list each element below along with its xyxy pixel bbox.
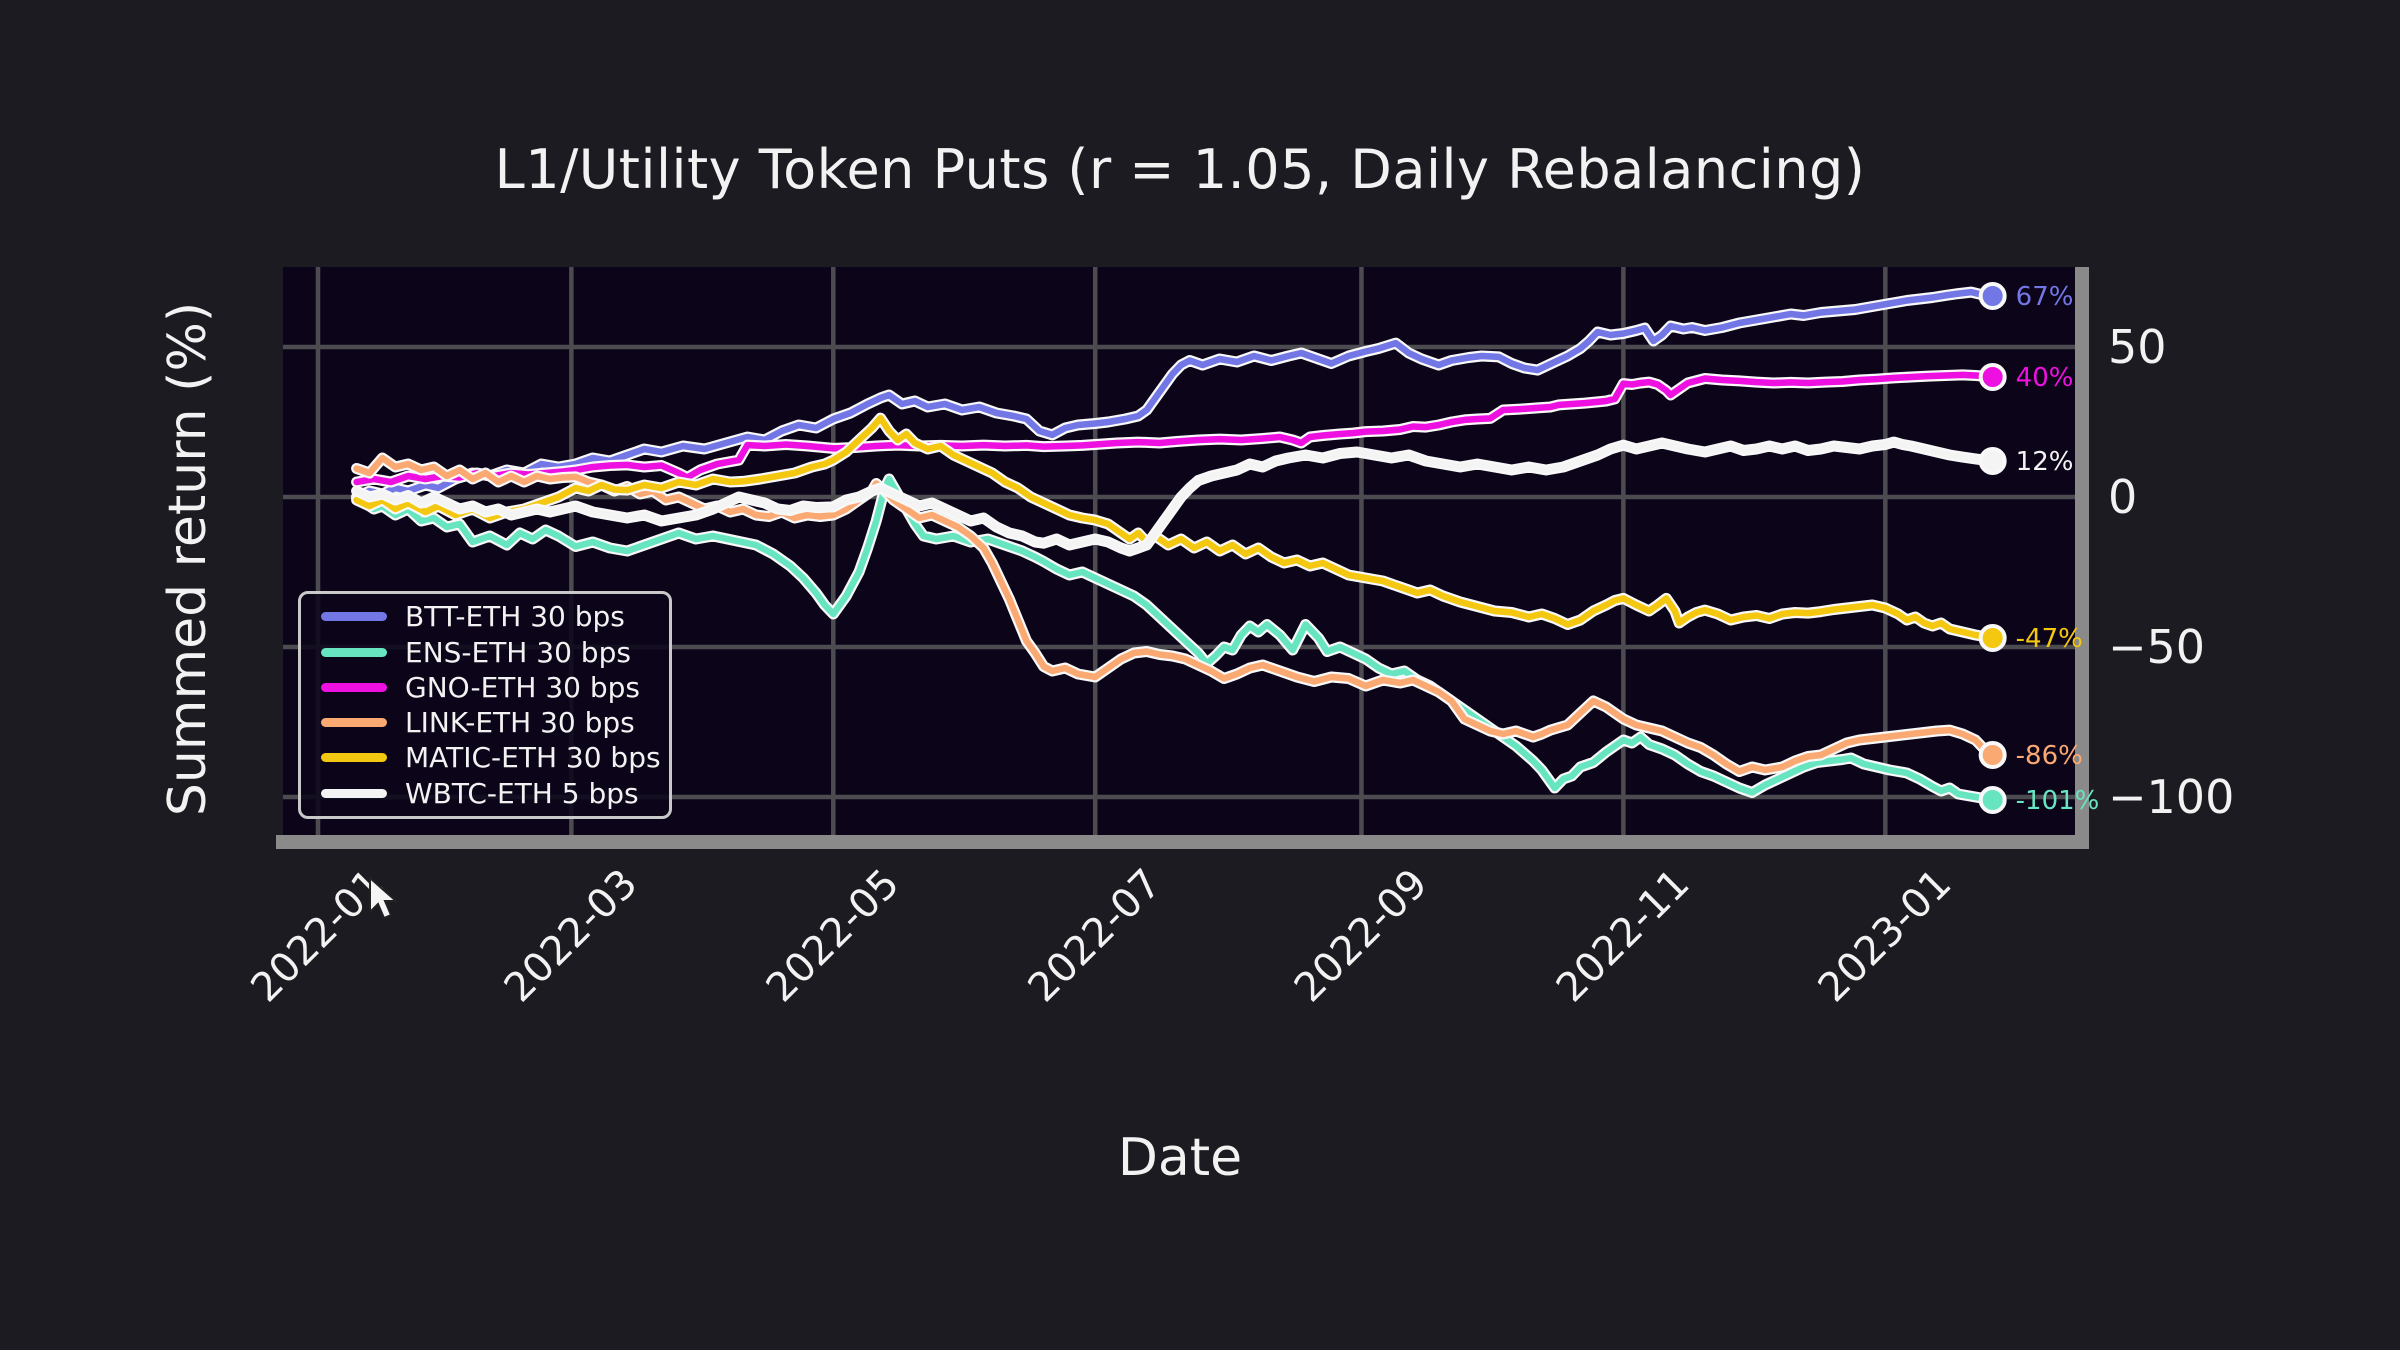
x-axis-label: Date (1117, 1128, 1243, 1188)
y-axis-label: Summed return (%) (158, 301, 218, 817)
series-line-ENS-ETH 30 bps (353, 475, 1996, 804)
end-label-WBTC-ETH 5 bps: 12% (2016, 447, 2074, 477)
end-marker-LINK-ETH 30 bps (1978, 741, 2007, 769)
legend-item-ENS-ETH 30 bps: ENS-ETH 30 bps (301, 636, 669, 669)
end-marker-BTT-ETH 30 bps (1978, 282, 2007, 310)
y-tick-label-50: 50 (2108, 320, 2167, 374)
legend-swatch-ENS-ETH 30 bps (321, 647, 387, 657)
legend-item-LINK-ETH 30 bps: LINK-ETH 30 bps (301, 706, 669, 739)
y-tick-label--50: −50 (2108, 620, 2205, 674)
legend-label: MATIC-ETH 30 bps (405, 741, 661, 775)
end-label-MATIC-ETH 30 bps: -47% (2016, 624, 2083, 654)
end-marker-WBTC-ETH 5 bps (1978, 447, 2007, 475)
x-tick-label-2023-01: 2023-01 (1810, 861, 1961, 1012)
legend-label: LINK-ETH 30 bps (405, 706, 635, 740)
x-tick-label-2022-03: 2022-03 (496, 861, 647, 1012)
x-tick-label-2022-07: 2022-07 (1020, 861, 1171, 1012)
y-tick-label--100: −100 (2108, 770, 2234, 824)
y-tick-label-0: 0 (2108, 470, 2137, 524)
legend-swatch-BTT-ETH 30 bps (321, 612, 387, 622)
chart-title: L1/Utility Token Puts (r = 1.05, Daily R… (494, 138, 1866, 201)
x-tick-label-2022-11: 2022-11 (1548, 861, 1699, 1012)
series-line-GNO-ETH 30 bps (353, 371, 1996, 486)
mouse-cursor (369, 875, 399, 920)
legend-label: WBTC-ETH 5 bps (405, 776, 639, 810)
series-lines (351, 286, 1999, 806)
right-spine (2075, 267, 2089, 849)
bottom-spine (276, 835, 2089, 849)
legend-item-WBTC-ETH 5 bps: WBTC-ETH 5 bps (301, 777, 669, 810)
legend-swatch-GNO-ETH 30 bps (321, 682, 387, 692)
legend-label: BTT-ETH 30 bps (405, 600, 625, 634)
legend-swatch-LINK-ETH 30 bps (321, 718, 387, 728)
end-label-BTT-ETH 30 bps: 67% (2016, 282, 2074, 312)
end-label-LINK-ETH 30 bps: -86% (2016, 741, 2083, 771)
series-line-WBTC-ETH 5 bps (353, 438, 1996, 555)
legend-swatch-MATIC-ETH 30 bps (321, 753, 387, 763)
legend-label: GNO-ETH 30 bps (405, 670, 640, 704)
legend-item-GNO-ETH 30 bps: GNO-ETH 30 bps (301, 671, 669, 704)
legend-swatch-WBTC-ETH 5 bps (321, 788, 387, 798)
end-marker-ENS-ETH 30 bps (1978, 786, 2007, 814)
legend-item-MATIC-ETH 30 bps: MATIC-ETH 30 bps (301, 741, 669, 774)
end-marker-MATIC-ETH 30 bps (1978, 624, 2007, 652)
end-label-GNO-ETH 30 bps: 40% (2016, 363, 2074, 393)
x-tick-label-2022-05: 2022-05 (758, 861, 909, 1012)
end-label-ENS-ETH 30 bps: -101% (2016, 786, 2100, 816)
legend-item-BTT-ETH 30 bps: BTT-ETH 30 bps (301, 600, 669, 633)
series-line-MATIC-ETH 30 bps (353, 414, 1996, 642)
legend: BTT-ETH 30 bps ENS-ETH 30 bps GNO-ETH 30 b… (298, 591, 672, 819)
series-line-BTT-ETH 30 bps (353, 288, 1996, 501)
legend-label: ENS-ETH 30 bps (405, 635, 631, 669)
x-tick-label-2022-09: 2022-09 (1286, 861, 1437, 1012)
end-marker-GNO-ETH 30 bps (1978, 363, 2007, 391)
